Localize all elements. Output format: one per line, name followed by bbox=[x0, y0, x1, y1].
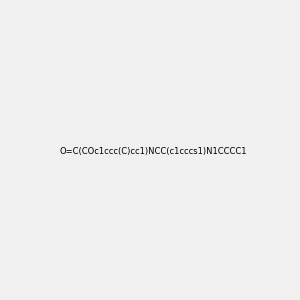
Text: O=C(COc1ccc(C)cc1)NCC(c1cccs1)N1CCCC1: O=C(COc1ccc(C)cc1)NCC(c1cccs1)N1CCCC1 bbox=[60, 147, 248, 156]
